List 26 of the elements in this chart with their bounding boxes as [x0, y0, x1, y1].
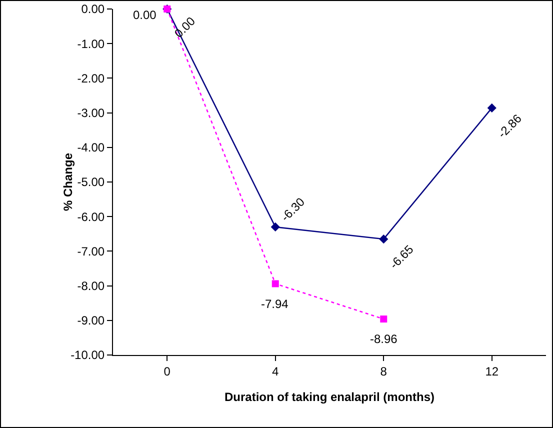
- x-axis-title: Duration of taking enalapril (months): [224, 390, 435, 404]
- y-tick-label: -1.00: [77, 36, 105, 51]
- data-label: -7.94: [261, 297, 289, 311]
- data-label: 0.00: [133, 8, 157, 22]
- x-tick-label: 8: [380, 364, 388, 378]
- y-tick-label: -4.00: [77, 140, 105, 155]
- x-tick-label: 12: [485, 364, 499, 378]
- point: [379, 234, 388, 244]
- y-tick-label: -6.00: [77, 210, 105, 224]
- y-axis-title: % Change: [61, 152, 76, 212]
- y-tick-label: -3.00: [77, 106, 105, 120]
- x-tick-label: 4: [272, 364, 280, 378]
- point: [270, 222, 280, 232]
- y-tick-label: -5.00: [77, 175, 105, 190]
- y-tick-label: -2.00: [77, 71, 105, 86]
- y-tick-label: -8.00: [77, 279, 105, 293]
- data-label: -8.96: [370, 332, 398, 346]
- point: [272, 280, 279, 288]
- y-tick-label: -9.00: [77, 314, 105, 328]
- y-tick-label: -10.00: [70, 348, 105, 362]
- y-tick-label: -7.00: [77, 244, 105, 258]
- y-tick-label: 0.00: [81, 2, 105, 16]
- data-label: 0.00: [172, 14, 198, 41]
- x-tick-label: 0: [164, 364, 171, 378]
- point: [380, 316, 388, 323]
- point: [487, 103, 496, 113]
